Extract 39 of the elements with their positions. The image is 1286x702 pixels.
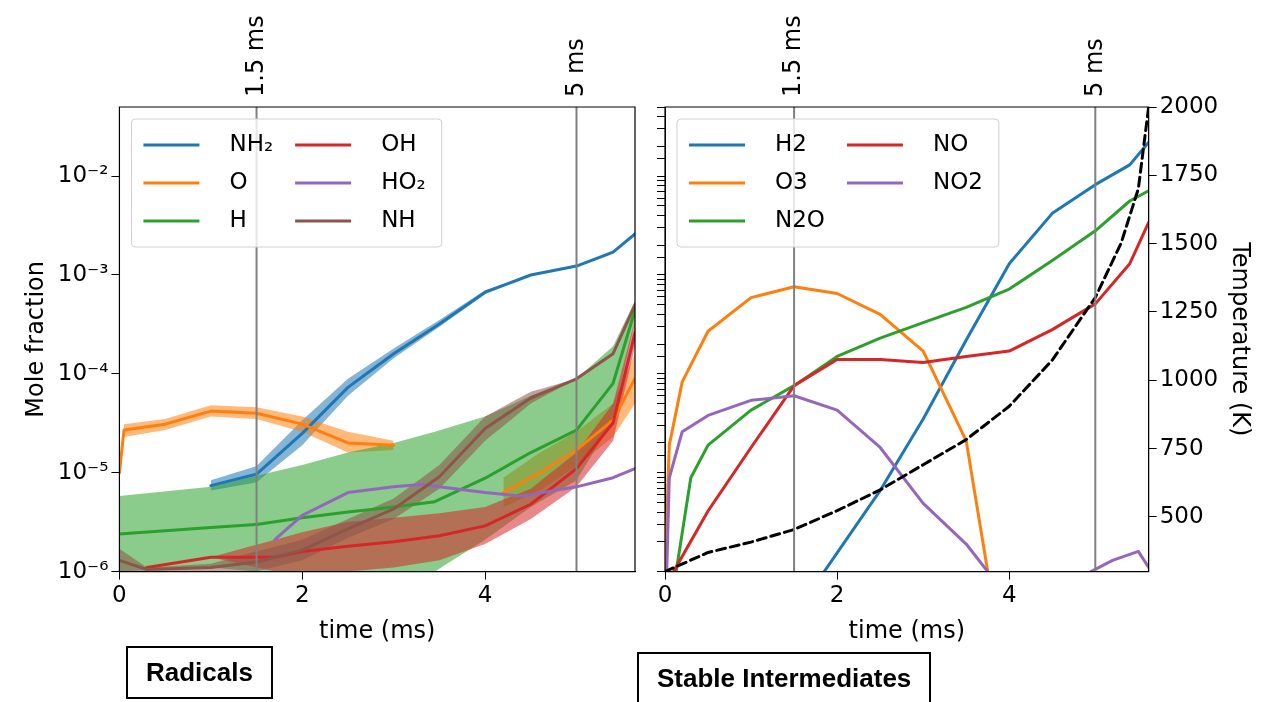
y-tick-label: 10⁻⁵ (57, 457, 109, 484)
y2-tick-label: 500 (1159, 501, 1204, 528)
legend-label: OH (381, 129, 417, 156)
y-tick-label: 10⁻⁴ (57, 358, 109, 385)
ref-line-label: 1.5 ms (240, 15, 269, 97)
text: Radicals (126, 646, 273, 699)
legend-label: NO2 (932, 167, 983, 194)
legend-label: N2O (775, 205, 825, 232)
x-tick-label: 0 (657, 581, 673, 608)
text: Stable Intermediates (637, 652, 932, 702)
x-axis-title: time (ms) (318, 615, 436, 644)
x-tick-label: 0 (112, 581, 127, 608)
y2-tick-label: 1250 (1159, 296, 1219, 323)
y2-tick-label: 1000 (1159, 365, 1219, 392)
y2-tick-label: 750 (1159, 433, 1204, 460)
ref-line-label: 5 ms (560, 38, 589, 97)
ref-line-label: 1.5 ms (778, 15, 807, 97)
y-axis-title: Mole fraction (20, 260, 49, 418)
x-axis-title: time (ms) (848, 615, 966, 644)
x-tick-label: 4 (1001, 581, 1017, 608)
x-tick-label: 4 (477, 581, 493, 608)
legend-label: H2 (775, 129, 807, 156)
y-tick-label: 10⁻³ (57, 259, 109, 286)
legend-label: NO (932, 129, 969, 156)
y-tick-label: 10⁻² (57, 161, 109, 188)
y2-axis-title: Temperature (K) (1227, 241, 1256, 437)
y2-tick-label: 1500 (1159, 228, 1219, 255)
ref-line-label: 5 ms (1079, 38, 1108, 97)
legend-label: HO₂ (381, 167, 426, 194)
x-tick-label: 2 (829, 581, 845, 608)
y-tick-label: 10⁻⁶ (57, 556, 109, 583)
y2-tick-label: 2000 (1159, 91, 1219, 118)
legend-label: H (229, 205, 247, 232)
y2-tick-label: 1750 (1159, 160, 1219, 187)
x-tick-label: 2 (294, 581, 310, 608)
legend-label: O3 (775, 167, 808, 194)
legend-label: NH₂ (229, 129, 274, 156)
legend-label: NH (381, 205, 416, 232)
legend-label: O (229, 167, 248, 194)
